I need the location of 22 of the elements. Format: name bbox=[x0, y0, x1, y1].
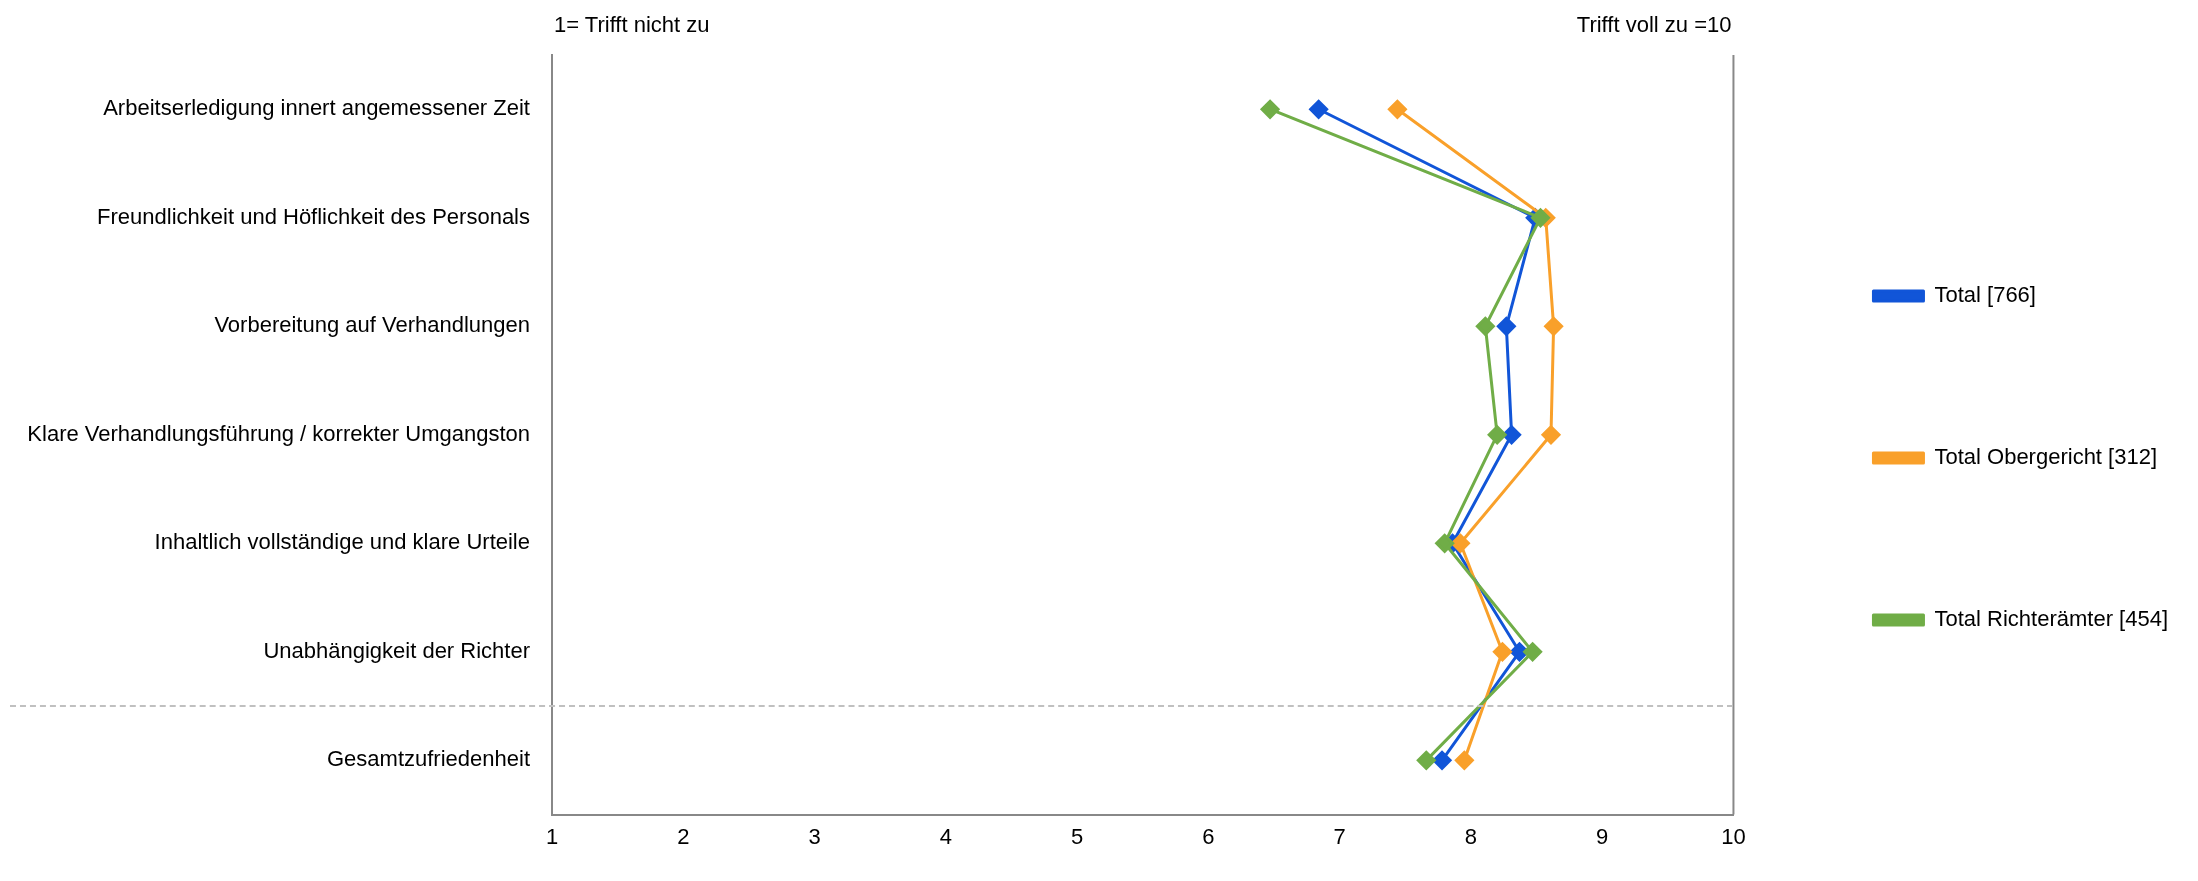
x-tick-label: 5 bbox=[1070, 823, 1084, 849]
y-tick-label: Unabhängigkeit der Richter bbox=[263, 637, 530, 663]
y-tick-label: Inhaltlich vollständige und klare Urteile bbox=[154, 529, 530, 555]
legend-label: Total Obergericht [312] bbox=[1934, 444, 2158, 470]
y-tick-label: Vorbereitung auf Verhandlungen bbox=[214, 312, 530, 338]
legend-label: Total Richterämter [454] bbox=[1934, 606, 2168, 632]
x-tick-label: 10 bbox=[1721, 823, 1746, 849]
x-tick-label: 8 bbox=[1464, 823, 1478, 849]
y-tick-label: Gesamtzufriedenheit bbox=[327, 746, 530, 772]
text: Trifft voll zu =10 bbox=[1576, 12, 1732, 38]
legend-label: Total [766] bbox=[1934, 282, 2036, 308]
x-tick-label: 6 bbox=[1202, 823, 1215, 849]
x-tick-label: 7 bbox=[1333, 823, 1346, 849]
x-tick-label: 4 bbox=[939, 823, 952, 849]
y-tick-label: Freundlichkeit und Höflichkeit des Personals bbox=[97, 203, 530, 229]
x-tick-label: 2 bbox=[677, 823, 690, 849]
x-tick-label: 9 bbox=[1596, 823, 1609, 849]
x-tick-label: 1 bbox=[545, 823, 559, 849]
text: 1= Trifft nicht zu bbox=[554, 12, 710, 38]
x-tick-label: 3 bbox=[808, 823, 821, 849]
y-tick-label: Klare Verhandlungsführung / korrekter Umgangston bbox=[27, 420, 530, 446]
y-tick-label: Arbeitserledigung innert angemessener Zeit bbox=[103, 95, 530, 121]
